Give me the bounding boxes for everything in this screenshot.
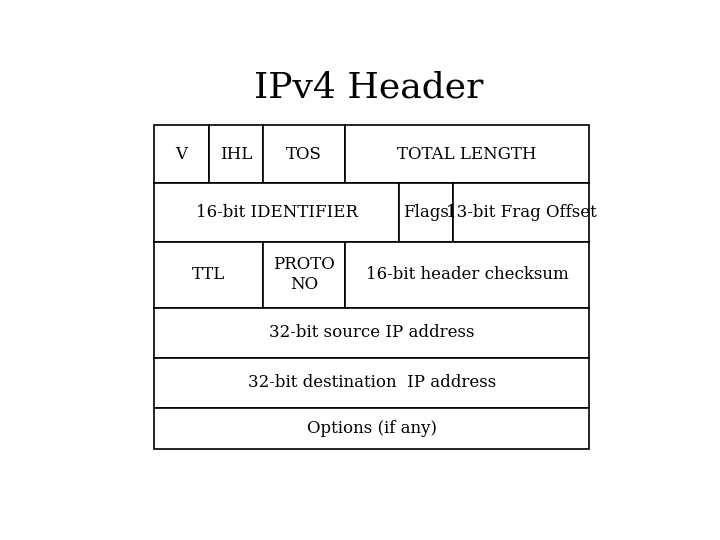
Bar	[454, 183, 590, 241]
Text: IPv4 Header: IPv4 Header	[254, 71, 484, 105]
Bar	[263, 241, 345, 308]
Bar	[345, 125, 590, 183]
Text: 32-bit source IP address: 32-bit source IP address	[269, 325, 474, 341]
Text: TTL: TTL	[192, 266, 225, 284]
Bar	[399, 183, 454, 241]
Text: TOS: TOS	[286, 146, 322, 163]
Text: V: V	[176, 146, 187, 163]
Text: Options (if any): Options (if any)	[307, 420, 437, 437]
Text: IHL: IHL	[220, 146, 252, 163]
Text: 13-bit Frag Offset: 13-bit Frag Offset	[446, 204, 597, 221]
Text: 32-bit destination  IP address: 32-bit destination IP address	[248, 374, 496, 392]
Text: PROTO
NO: PROTO NO	[273, 256, 335, 293]
Bar	[154, 358, 590, 408]
Bar	[154, 408, 590, 449]
Bar	[154, 125, 209, 183]
Bar	[154, 308, 590, 358]
Bar	[209, 125, 263, 183]
Text: 16-bit IDENTIFIER: 16-bit IDENTIFIER	[196, 204, 358, 221]
Bar	[345, 241, 590, 308]
Text: Flags: Flags	[403, 204, 449, 221]
Bar	[263, 125, 345, 183]
Bar	[154, 183, 399, 241]
Text: TOTAL LENGTH: TOTAL LENGTH	[397, 146, 536, 163]
Text: 16-bit header checksum: 16-bit header checksum	[366, 266, 568, 284]
Bar	[154, 241, 263, 308]
